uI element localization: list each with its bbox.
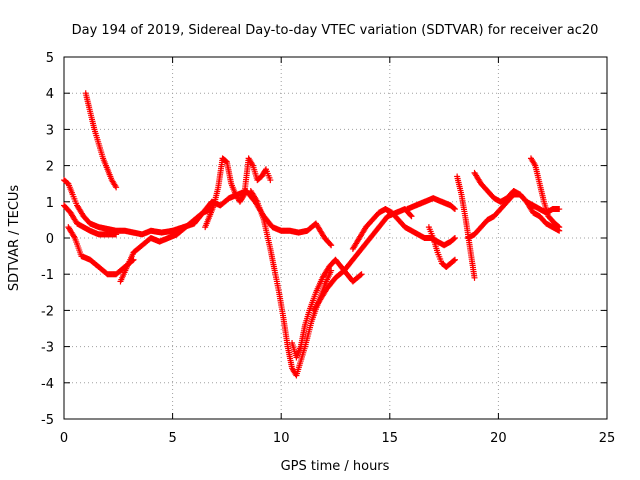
data-point: [408, 213, 415, 220]
y-tick-label: -1: [41, 268, 54, 283]
y-tick-label: -2: [41, 304, 54, 319]
data-point: [451, 257, 458, 264]
y-tick-label: 1: [46, 196, 54, 211]
series-arc-k: [404, 195, 458, 213]
data-point: [451, 206, 458, 213]
series-arc-a: [61, 177, 335, 249]
chart-title: Day 194 of 2019, Sidereal Day-to-day VTE…: [72, 23, 599, 38]
data-point: [357, 271, 364, 278]
x-tick-label: 0: [60, 431, 68, 446]
series-arc-h: [289, 256, 365, 361]
data-point: [471, 274, 478, 281]
y-tick-label: -4: [41, 377, 54, 392]
series-arc-l: [425, 224, 458, 270]
plot-frame: [63, 56, 608, 420]
y-tick-label: 0: [46, 232, 54, 247]
x-tick-label: 5: [168, 431, 176, 446]
series-arc-j: [349, 206, 458, 252]
data-point: [556, 206, 563, 213]
data-point: [407, 212, 414, 219]
y-axis-label: SDTVAR / TECUs: [7, 185, 22, 292]
series-arc-g: [247, 187, 335, 379]
data-point: [327, 241, 334, 248]
series-arc-b: [61, 202, 120, 238]
data-point: [358, 271, 365, 278]
data-point: [113, 231, 120, 238]
y-tick-label: 5: [46, 51, 54, 66]
x-tick-label: 20: [490, 431, 507, 446]
y-tick-label: 4: [46, 87, 54, 102]
grid-lines: [64, 57, 607, 419]
data-point: [555, 223, 562, 230]
data-point: [113, 184, 120, 191]
x-axis-label: GPS time / hours: [281, 459, 390, 474]
data-point: [451, 235, 458, 242]
data-point: [267, 177, 274, 184]
data-point: [556, 224, 563, 231]
data-point: [451, 235, 458, 241]
x-tick-label: 15: [382, 431, 399, 446]
data-point: [451, 205, 458, 212]
series-arc-m: [454, 173, 478, 281]
data-point: [328, 242, 335, 249]
x-tick-label: 25: [599, 431, 616, 446]
data-points: [61, 90, 563, 379]
data-point: [71, 233, 78, 240]
series-arc-p: [527, 155, 563, 231]
data-point: [451, 256, 458, 263]
data-point: [253, 197, 260, 204]
y-tick-label: 3: [46, 123, 54, 138]
x-tick-label: 10: [273, 431, 290, 446]
axis-ticks: 0 5 10 15 20 25 -5 -4 -3 -2 -1 0 1 2 3 4 5: [41, 51, 615, 446]
series-arc-f: [202, 155, 274, 231]
series-arc-d: [82, 90, 120, 191]
series-arc-o: [464, 191, 563, 241]
y-tick-label: 2: [46, 160, 54, 175]
series-arc-e: [117, 206, 215, 285]
y-tick-label: -3: [41, 341, 54, 356]
data-point: [240, 192, 247, 199]
y-tick-label: -5: [41, 413, 54, 428]
